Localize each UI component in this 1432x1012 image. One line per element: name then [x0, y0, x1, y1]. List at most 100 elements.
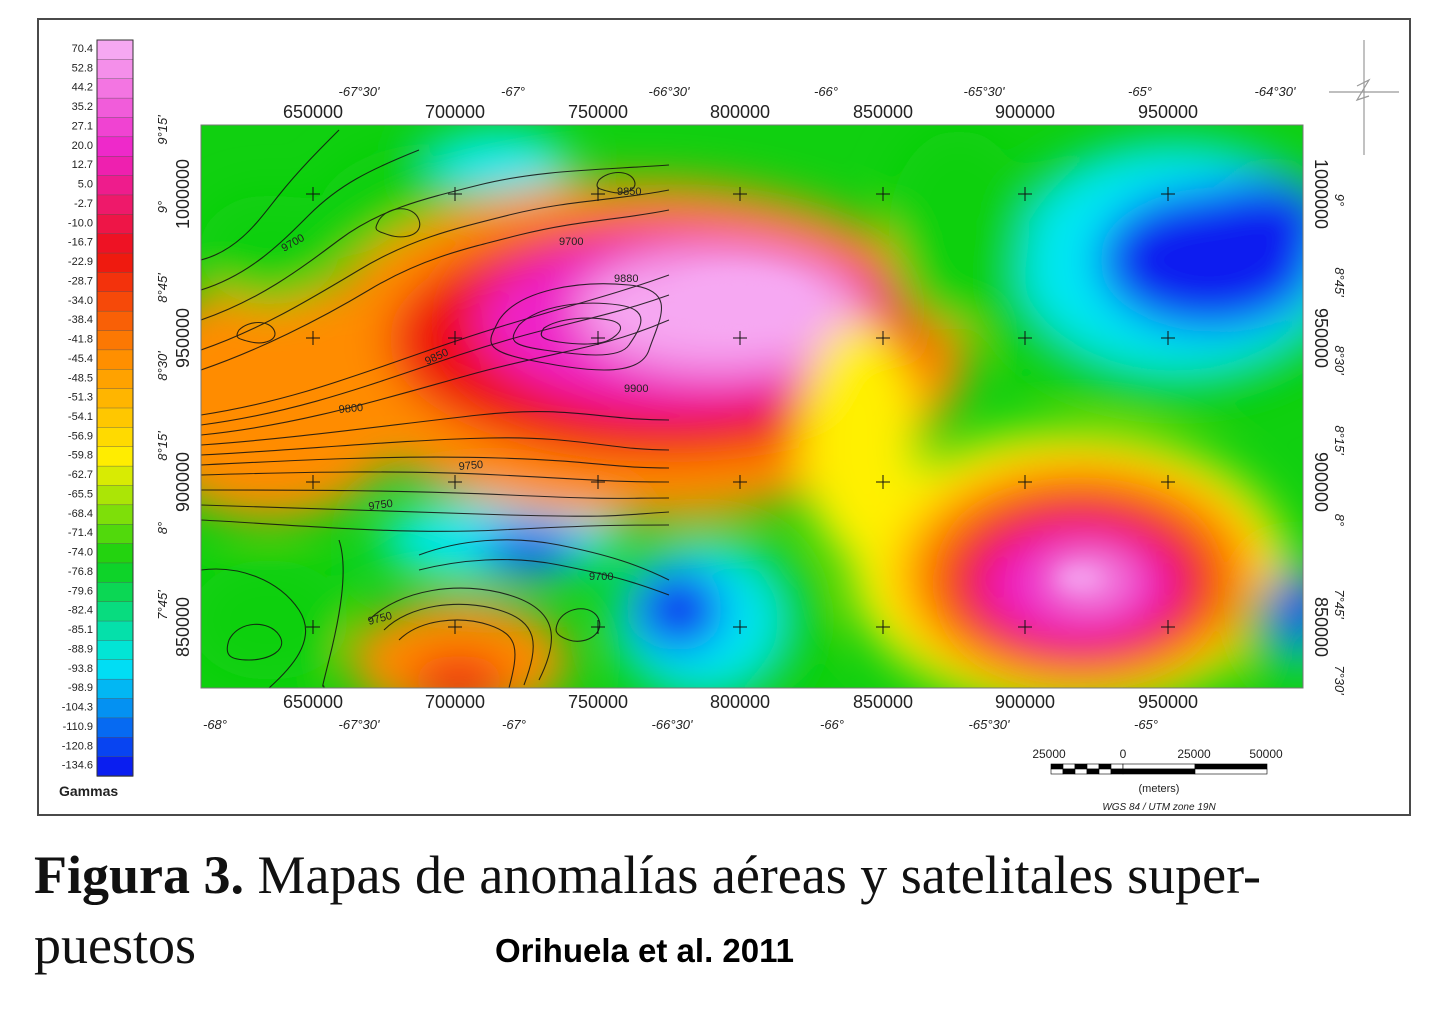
contour-label: 9700	[589, 571, 613, 583]
grid-cross	[1018, 620, 1032, 634]
legend-swatch	[96, 678, 134, 700]
y-tick-utm-right: 950000	[1311, 308, 1331, 368]
legend-value-label: -76.8	[68, 566, 93, 578]
scale-tick-25000-left: 25000	[1032, 747, 1066, 761]
y-tick-utm-right: 1000000	[1311, 159, 1331, 229]
legend-value-label: -54.1	[68, 411, 93, 423]
lon-label-bottom: -65°	[1134, 717, 1158, 732]
lon-label-bottom: -67°	[502, 717, 526, 732]
scale-segment	[1110, 763, 1124, 770]
grid-cross	[448, 475, 462, 489]
lon-label-bottom: -66°30'	[652, 717, 693, 732]
grid-cross	[1161, 620, 1175, 634]
legend-swatch	[96, 214, 134, 235]
legend-swatch	[96, 117, 134, 138]
x-tick-utm-bottom: 750000	[568, 692, 628, 712]
scale-segment	[1194, 768, 1268, 775]
lat-label-right: 8°30'	[1332, 345, 1347, 375]
legend-value-label: 70.4	[72, 43, 93, 55]
x-tick-utm-bottom: 950000	[1138, 692, 1198, 712]
legend-value-label: -2.7	[74, 198, 93, 210]
grid-cross	[306, 331, 320, 345]
scale-bar: 25000 0 25000 50000 (meters) WGS 84 / UT…	[1032, 747, 1283, 813]
lat-label-left: 7°45'	[155, 590, 170, 620]
legend-value-label: -98.9	[68, 682, 93, 694]
anomaly-zone	[799, 320, 919, 560]
legend-swatch	[96, 39, 134, 61]
grid-cross	[1018, 475, 1032, 489]
x-tick-utm-bottom: 700000	[425, 692, 485, 712]
x-tick-utm-top: 800000	[710, 102, 770, 122]
grid-cross	[1018, 187, 1032, 201]
anomaly-zone	[1271, 570, 1303, 650]
scale-projection: WGS 84 / UTM zone 19N	[1102, 802, 1216, 813]
figure-caption: Figura 3. Mapas de anomalías aéreas y sa…	[34, 840, 1414, 980]
lat-label-right: 8°15'	[1332, 425, 1347, 455]
x-tick-utm-bottom: 800000	[710, 692, 770, 712]
x-tick-utm-top: 750000	[568, 102, 628, 122]
grid-cross	[448, 620, 462, 634]
legend-swatch	[96, 582, 134, 603]
legend-swatch	[96, 543, 134, 564]
scale-segment	[1074, 768, 1088, 775]
lon-label-top: -65°	[1128, 84, 1152, 99]
scale-unit: (meters)	[1139, 783, 1180, 795]
scale-segment	[1086, 763, 1100, 770]
scale-segment	[1074, 763, 1088, 770]
scale-segment	[1050, 763, 1064, 770]
lon-label-top: -67°	[501, 84, 525, 99]
lat-label-right: 9°	[1332, 194, 1347, 206]
legend-value-label: -16.7	[68, 237, 93, 249]
legend-swatch	[96, 330, 134, 351]
anomaly-zone	[1189, 180, 1303, 260]
legend-swatch	[96, 97, 134, 119]
y-tick-utm-left: 900000	[173, 452, 193, 512]
figure-frame: 70.4 52.8 44.2 35.2 27.1 20.0 12.7 5.0 -2.7 -10.0…	[37, 18, 1411, 816]
lon-label-top: -67°30'	[339, 84, 380, 99]
caption-line-2: puestos	[34, 915, 196, 975]
legend-swatch	[96, 524, 134, 545]
grid-cross	[306, 620, 320, 634]
contour-label: 9750	[368, 498, 394, 513]
lon-label-bottom: -67°30'	[339, 717, 380, 732]
grid-cross	[591, 331, 605, 345]
y-tick-utm-right: 900000	[1311, 452, 1331, 512]
legend-value-label: -48.5	[68, 372, 93, 384]
grid-cross	[1161, 331, 1175, 345]
grid-cross	[733, 620, 747, 634]
legend-value-label: -45.4	[68, 353, 93, 365]
axis-labels: 650000 650000 700000 700000 750000 750000 8000…	[155, 84, 1347, 732]
legend-swatch	[96, 388, 134, 409]
grid-cross	[1161, 187, 1175, 201]
lat-label-left: 8°45'	[155, 273, 170, 303]
legend-swatch	[96, 156, 134, 177]
contour-label: 9800	[338, 402, 363, 416]
x-tick-utm-bottom: 850000	[853, 692, 913, 712]
legend-value-labels: 70.4 52.8 44.2 35.2 27.1 20.0 12.7 5.0 -2.7 -10.0…	[62, 43, 93, 772]
caption-label: Figura 3.	[34, 845, 244, 905]
legend-value-label: -93.8	[68, 663, 93, 675]
anomaly-map-figure: 70.4 52.8 44.2 35.2 27.1 20.0 12.7 5.0 -2.7 -10.0…	[59, 39, 1399, 813]
legend-value-label: -38.4	[68, 314, 93, 326]
scale-tick-50000: 50000	[1249, 747, 1283, 761]
y-tick-utm-left: 850000	[173, 597, 193, 657]
lat-label-left: 8°30'	[155, 351, 170, 381]
legend-value-label: -34.0	[68, 295, 93, 307]
legend-value-label: -74.0	[68, 547, 93, 559]
contour-label: 9880	[614, 273, 638, 285]
contour-label: 9750	[458, 459, 483, 473]
legend-value-label: -28.7	[68, 275, 93, 287]
grid-cross	[733, 187, 747, 201]
legend-swatch	[96, 272, 134, 293]
grid-cross	[876, 475, 890, 489]
legend-swatch	[96, 175, 134, 196]
legend-value-label: -51.3	[68, 392, 93, 404]
x-tick-utm-top: 950000	[1138, 102, 1198, 122]
anomaly-zone	[634, 570, 724, 650]
grid-cross	[876, 187, 890, 201]
scale-segment	[1062, 763, 1076, 770]
scale-segment	[1086, 768, 1100, 775]
scale-segment	[1098, 763, 1112, 770]
legend-swatch	[96, 427, 134, 448]
legend-swatch	[96, 698, 134, 719]
